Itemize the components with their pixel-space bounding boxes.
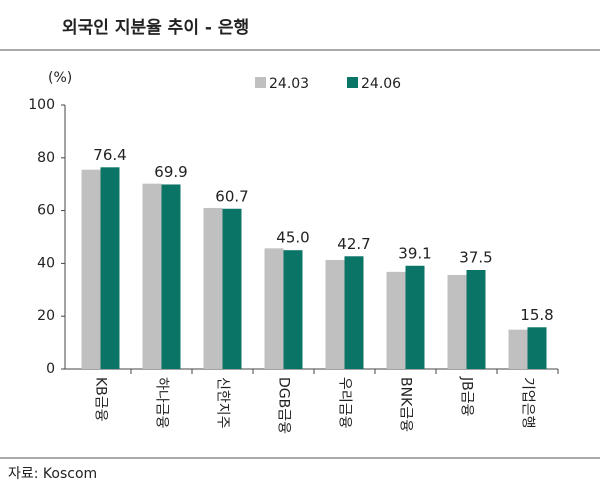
x-tick-label: DGB금융 — [276, 377, 292, 434]
bar — [264, 248, 284, 369]
value-label: 37.5 — [459, 249, 492, 267]
bar — [405, 265, 425, 369]
value-label: 42.7 — [337, 235, 370, 253]
x-tick-label: BNK금융 — [398, 377, 414, 432]
bar — [508, 329, 528, 369]
y-tick-label: 60 — [37, 203, 55, 219]
bar — [161, 184, 181, 369]
legend-swatch — [347, 77, 358, 88]
x-tick-label: 우리금융 — [337, 377, 353, 429]
source: 자료: Koscom — [8, 466, 97, 482]
x-tick-label: 하나금융 — [154, 377, 170, 429]
bar — [466, 270, 486, 369]
value-label: 39.1 — [398, 244, 431, 262]
value-label: 69.9 — [154, 163, 187, 181]
y-tick-label: 40 — [37, 255, 55, 271]
bar — [100, 167, 120, 369]
bar — [386, 271, 406, 369]
bar — [142, 183, 162, 369]
bar — [325, 259, 345, 369]
bar — [283, 250, 303, 369]
bar — [203, 207, 223, 369]
value-label: 76.4 — [93, 146, 126, 164]
bar — [81, 169, 101, 369]
x-tick-label: 신한지주 — [215, 377, 231, 429]
bar — [222, 208, 242, 369]
legend-label: 24.06 — [361, 76, 401, 92]
chart-title: 외국인 지분율 추이 - 은행 — [62, 18, 249, 38]
y-tick-label: 20 — [37, 308, 55, 324]
y-unit: (%) — [48, 70, 72, 86]
y-tick-label: 100 — [28, 97, 55, 113]
bar — [344, 256, 364, 369]
x-tick-label: JB금융 — [459, 376, 475, 417]
legend-label: 24.03 — [269, 76, 309, 92]
y-tick-label: 80 — [37, 150, 55, 166]
value-label: 45.0 — [276, 229, 309, 247]
value-label: 15.8 — [520, 306, 553, 324]
bar — [527, 327, 547, 369]
x-tick-label: 기업은행 — [520, 377, 536, 429]
y-tick-label: 0 — [46, 361, 55, 377]
value-label: 60.7 — [215, 187, 248, 205]
legend-swatch — [255, 77, 266, 88]
bar — [447, 275, 467, 369]
x-tick-label: KB금융 — [93, 377, 109, 422]
